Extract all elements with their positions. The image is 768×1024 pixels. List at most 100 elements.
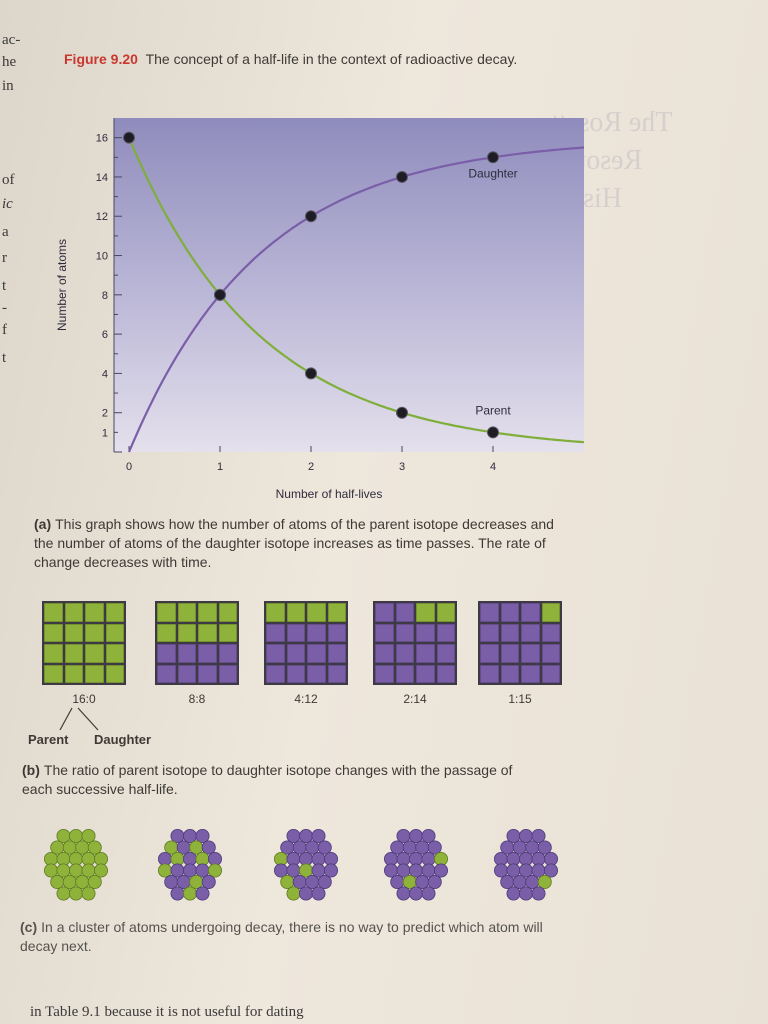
daughter-atom-cell — [177, 644, 196, 663]
parent-atom-cell — [177, 623, 196, 642]
part-a-label: (a) — [34, 516, 52, 532]
daughter-atom-cell — [157, 644, 176, 663]
daughter-atom — [512, 875, 527, 890]
parent-atom — [56, 886, 71, 901]
data-point-daughter — [214, 288, 226, 301]
part-a-text: This graph shows how the number of atoms… — [34, 516, 554, 570]
ratio-label: 4:12 — [294, 692, 318, 706]
parent-atom — [537, 875, 552, 890]
y-tick-label: 2 — [102, 408, 108, 420]
daughter-atom — [176, 840, 191, 855]
pointer-line-parent — [59, 707, 73, 731]
daughter-atom-cell — [327, 644, 346, 663]
figure-number: Figure 9.20 — [64, 51, 138, 67]
daughter-atom — [182, 829, 197, 843]
daughter-atom-cell — [541, 623, 560, 642]
parent-atom — [189, 840, 204, 855]
series-label-parent: Parent — [475, 403, 511, 417]
margin-line: ac- — [2, 32, 21, 48]
daughter-atom — [500, 875, 515, 890]
daughter-atom — [500, 840, 515, 855]
y-tick-label: 4 — [102, 368, 108, 380]
parent-atom-cell — [198, 623, 217, 642]
daughter-atom — [518, 829, 533, 843]
ratio-label: 1:15 — [508, 692, 532, 706]
parent-atom — [402, 875, 417, 890]
daughter-atom-cell — [521, 603, 540, 622]
daughter-atom-cell — [436, 623, 455, 642]
daughter-atom-cell — [218, 664, 237, 683]
legend-pointer-lines — [59, 707, 99, 731]
series-line-parent — [127, 137, 585, 444]
daughter-atom-cell — [266, 623, 285, 642]
parent-atom-cell — [105, 644, 124, 663]
ratio-label: 8:8 — [188, 692, 206, 706]
daughter-atom — [525, 840, 540, 855]
parent-atom — [182, 886, 197, 901]
x-axis-title: Number of half-lives — [276, 487, 383, 501]
daughter-atom — [408, 829, 423, 843]
y-tick-label: 10 — [96, 251, 108, 263]
daughter-atom-cell — [375, 644, 394, 663]
daughter-atom — [506, 886, 521, 901]
daughter-atom-cell — [266, 644, 285, 663]
daughter-atom — [434, 863, 449, 878]
daughter-atom — [390, 875, 405, 890]
parent-atom-cell — [105, 623, 124, 642]
daughter-atom — [427, 840, 442, 855]
daughter-atom — [531, 863, 546, 878]
daughter-atom-cell — [416, 644, 435, 663]
daughter-atom-cell — [177, 664, 196, 683]
parent-atom-cell — [157, 623, 176, 642]
ratio-grid — [42, 601, 126, 685]
y-tick-label: 1 — [102, 427, 108, 439]
daughter-atom — [396, 829, 411, 843]
caption-b: (b) The ratio of parent isotope to daught… — [22, 761, 542, 799]
parent-atom-cell — [266, 603, 285, 622]
margin-line: t — [2, 350, 7, 366]
margin-line: of — [2, 172, 15, 188]
caption-a: (a) This graph shows how the number of at… — [34, 515, 554, 572]
part-b-label: (b) — [22, 762, 40, 778]
parent-atom — [280, 875, 295, 890]
daughter-atom-cell — [416, 664, 435, 683]
parent-atom — [62, 840, 77, 855]
legend-parent: Parent — [28, 732, 69, 747]
daughter-atom — [537, 840, 552, 855]
daughter-atom — [415, 840, 430, 855]
parent-atom — [87, 875, 102, 890]
parent-atom-cell — [436, 603, 455, 622]
parent-atom — [81, 863, 96, 878]
atom-cluster — [274, 829, 339, 901]
ratio-label: 16:0 — [72, 692, 96, 706]
daughter-atom-cell — [286, 664, 305, 683]
parent-atom — [298, 863, 313, 878]
daughter-atom — [286, 863, 301, 878]
daughter-atom-cell — [307, 623, 326, 642]
daughter-atom-cell — [500, 603, 519, 622]
data-point-parent — [305, 367, 317, 380]
legend-daughter: Daughter — [94, 732, 152, 747]
daughter-atom — [531, 886, 546, 901]
daughter-atom-cell — [541, 664, 560, 683]
part-c-label: (c) — [20, 919, 38, 935]
ratio-grid — [155, 601, 239, 685]
daughter-atom-cell — [218, 644, 237, 663]
daughter-atom — [305, 875, 320, 890]
daughter-atom — [518, 863, 533, 878]
daughter-atom-cell — [157, 664, 176, 683]
daughter-atom-cell — [286, 644, 305, 663]
parent-atom — [75, 875, 90, 890]
daughter-atom — [506, 829, 521, 843]
x-tick-label: 2 — [308, 461, 314, 473]
daughter-atom — [421, 863, 436, 878]
figure-title: The concept of a half-life in the contex… — [145, 51, 518, 67]
daughter-atom — [274, 863, 288, 878]
daughter-atom-cell — [395, 644, 414, 663]
daughter-atom — [544, 863, 559, 878]
data-point-daughter — [396, 170, 408, 183]
daughter-atom-cell — [521, 664, 540, 683]
daughter-atom — [408, 863, 423, 878]
daughter-atom — [195, 886, 210, 901]
parent-atom-cell — [198, 603, 217, 622]
